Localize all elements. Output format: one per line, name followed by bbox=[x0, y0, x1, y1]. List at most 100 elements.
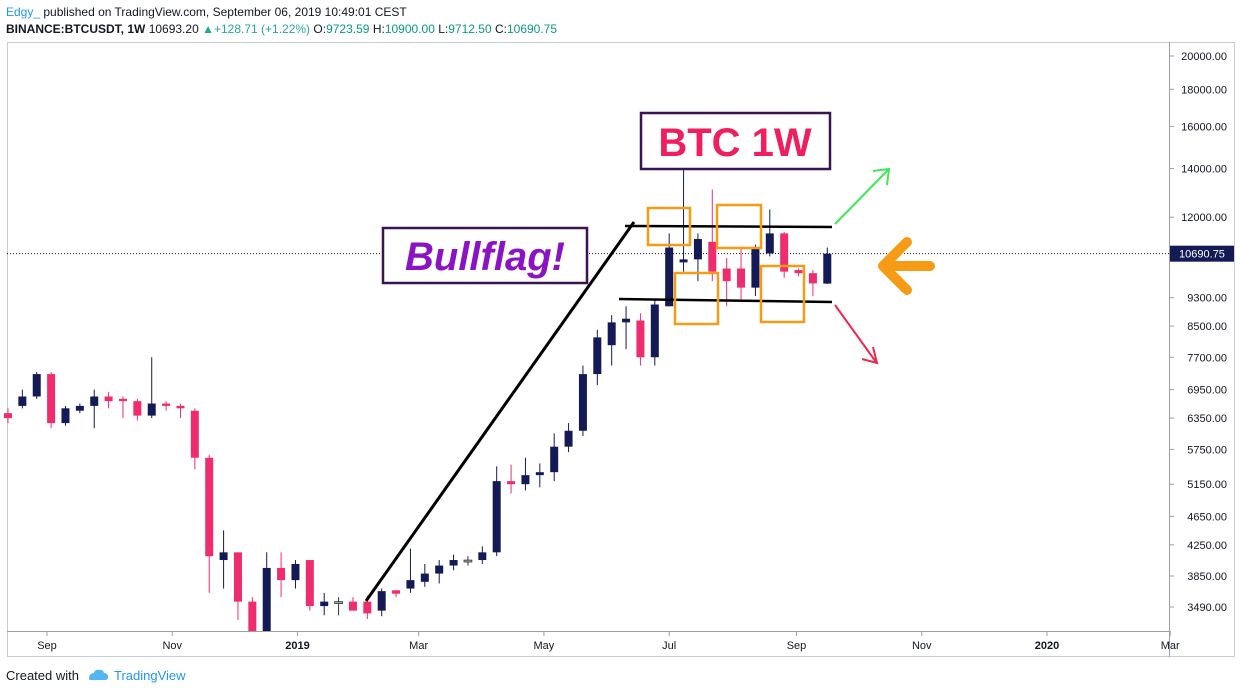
drawing-tools[interactable]: BTC 1W Bullflag! bbox=[364, 111, 935, 602]
candle bbox=[823, 247, 832, 284]
candle-body bbox=[190, 410, 199, 458]
candle bbox=[61, 405, 70, 426]
candle-body bbox=[607, 322, 616, 346]
candle-body bbox=[564, 430, 573, 447]
arrow-left-orange-icon[interactable] bbox=[878, 237, 935, 295]
candle bbox=[18, 389, 27, 409]
candle bbox=[104, 391, 113, 409]
candle bbox=[636, 313, 645, 366]
candle bbox=[176, 403, 185, 419]
price-tick-label: 14000.00 bbox=[1181, 164, 1227, 176]
candle-body bbox=[507, 481, 516, 485]
time-axis[interactable]: Sep Nov 2019 Mar May Jul Sep Nov 2020 Mar bbox=[37, 631, 1180, 652]
candle-body bbox=[348, 601, 357, 611]
candle bbox=[3, 408, 12, 424]
time-tick-label: Jul bbox=[662, 640, 676, 652]
flag-upper-line[interactable] bbox=[624, 224, 833, 229]
candle bbox=[492, 466, 501, 557]
candle bbox=[808, 270, 817, 296]
candle-body bbox=[262, 567, 271, 631]
candle bbox=[277, 552, 286, 598]
candle-body bbox=[248, 601, 257, 631]
candle bbox=[550, 433, 559, 482]
candle bbox=[320, 592, 329, 616]
candle bbox=[535, 463, 544, 488]
highlight-box-3[interactable] bbox=[715, 203, 763, 250]
candle-body bbox=[478, 552, 487, 561]
price-tick-label: 4250.00 bbox=[1187, 540, 1227, 552]
candle bbox=[564, 423, 573, 453]
candle bbox=[205, 454, 214, 593]
time-tick-label: May bbox=[534, 640, 555, 652]
open-value: 9723.59 bbox=[326, 22, 370, 36]
candle bbox=[794, 268, 803, 277]
time-tick-label: Nov bbox=[162, 640, 182, 652]
candle-body bbox=[305, 560, 314, 607]
arrow-down-red-icon[interactable] bbox=[834, 304, 879, 365]
candle bbox=[305, 560, 314, 611]
candle bbox=[262, 552, 271, 631]
candle bbox=[90, 389, 99, 429]
candle-body bbox=[363, 601, 372, 614]
flag-lower-line[interactable] bbox=[618, 297, 833, 304]
candle bbox=[420, 563, 429, 587]
high-value: 10900.00 bbox=[384, 22, 435, 36]
candle-body bbox=[277, 567, 286, 581]
chart-header-line-1: Edgy_ published on TradingView.com, Sept… bbox=[6, 5, 407, 19]
candle-body bbox=[636, 320, 645, 358]
pattern-label-box[interactable] bbox=[381, 226, 589, 285]
candle bbox=[507, 464, 516, 494]
candle bbox=[190, 408, 199, 470]
candle bbox=[449, 554, 458, 571]
tradingview-logo-icon bbox=[87, 668, 109, 685]
highlight-box-2[interactable] bbox=[673, 271, 720, 326]
candle-body bbox=[550, 446, 559, 473]
candle bbox=[75, 403, 84, 414]
candle bbox=[463, 556, 473, 566]
candle-body bbox=[205, 457, 214, 557]
highlight-box-1[interactable] bbox=[646, 206, 692, 247]
candle-body bbox=[765, 233, 774, 254]
open-label: O: bbox=[313, 22, 327, 36]
low-value: 9712.50 bbox=[448, 22, 492, 36]
author-name[interactable]: Edgy_ bbox=[6, 5, 41, 19]
candle-body bbox=[147, 403, 156, 416]
candle bbox=[521, 457, 530, 491]
candle bbox=[679, 169, 688, 272]
candle bbox=[291, 560, 300, 589]
price-tick-label: 5750.00 bbox=[1187, 444, 1227, 456]
candle-body bbox=[392, 590, 401, 594]
candle bbox=[219, 530, 228, 589]
price-tick-label: 3850.00 bbox=[1187, 571, 1227, 583]
price-tick-label: 4650.00 bbox=[1187, 511, 1227, 523]
candle bbox=[162, 401, 171, 411]
candle-body bbox=[578, 374, 587, 431]
candle bbox=[780, 232, 789, 278]
candle bbox=[377, 588, 386, 617]
price-tick-label: 12000.00 bbox=[1181, 212, 1227, 224]
candle-body bbox=[219, 552, 228, 561]
title-label-box[interactable] bbox=[639, 111, 832, 171]
time-tick-label: Nov bbox=[912, 640, 932, 652]
candle bbox=[722, 257, 731, 307]
candle bbox=[607, 315, 616, 366]
candle bbox=[392, 590, 401, 598]
candle-body bbox=[708, 241, 717, 272]
published-info: published on TradingView.com, September … bbox=[43, 5, 407, 19]
flagpole-trendline[interactable] bbox=[364, 221, 636, 602]
high-label: H: bbox=[372, 22, 385, 36]
highlight-box-4[interactable] bbox=[759, 264, 806, 324]
candle bbox=[248, 597, 257, 631]
candle-body bbox=[463, 559, 473, 563]
candle bbox=[708, 189, 717, 282]
tradingview-brand[interactable]: TradingView bbox=[114, 668, 186, 683]
price-tick-label: 7700.00 bbox=[1187, 352, 1227, 364]
arrow-up-green-icon[interactable] bbox=[834, 167, 891, 225]
price-axis[interactable]: 20000.00 18000.00 16000.00 14000.00 12000.00… bbox=[1169, 51, 1227, 614]
created-with-text: Created with bbox=[6, 668, 79, 683]
candle bbox=[147, 357, 156, 419]
candle-body bbox=[622, 318, 631, 323]
time-tick-label: Mar bbox=[1161, 640, 1180, 652]
price-tick-label: 9300.00 bbox=[1187, 293, 1227, 305]
